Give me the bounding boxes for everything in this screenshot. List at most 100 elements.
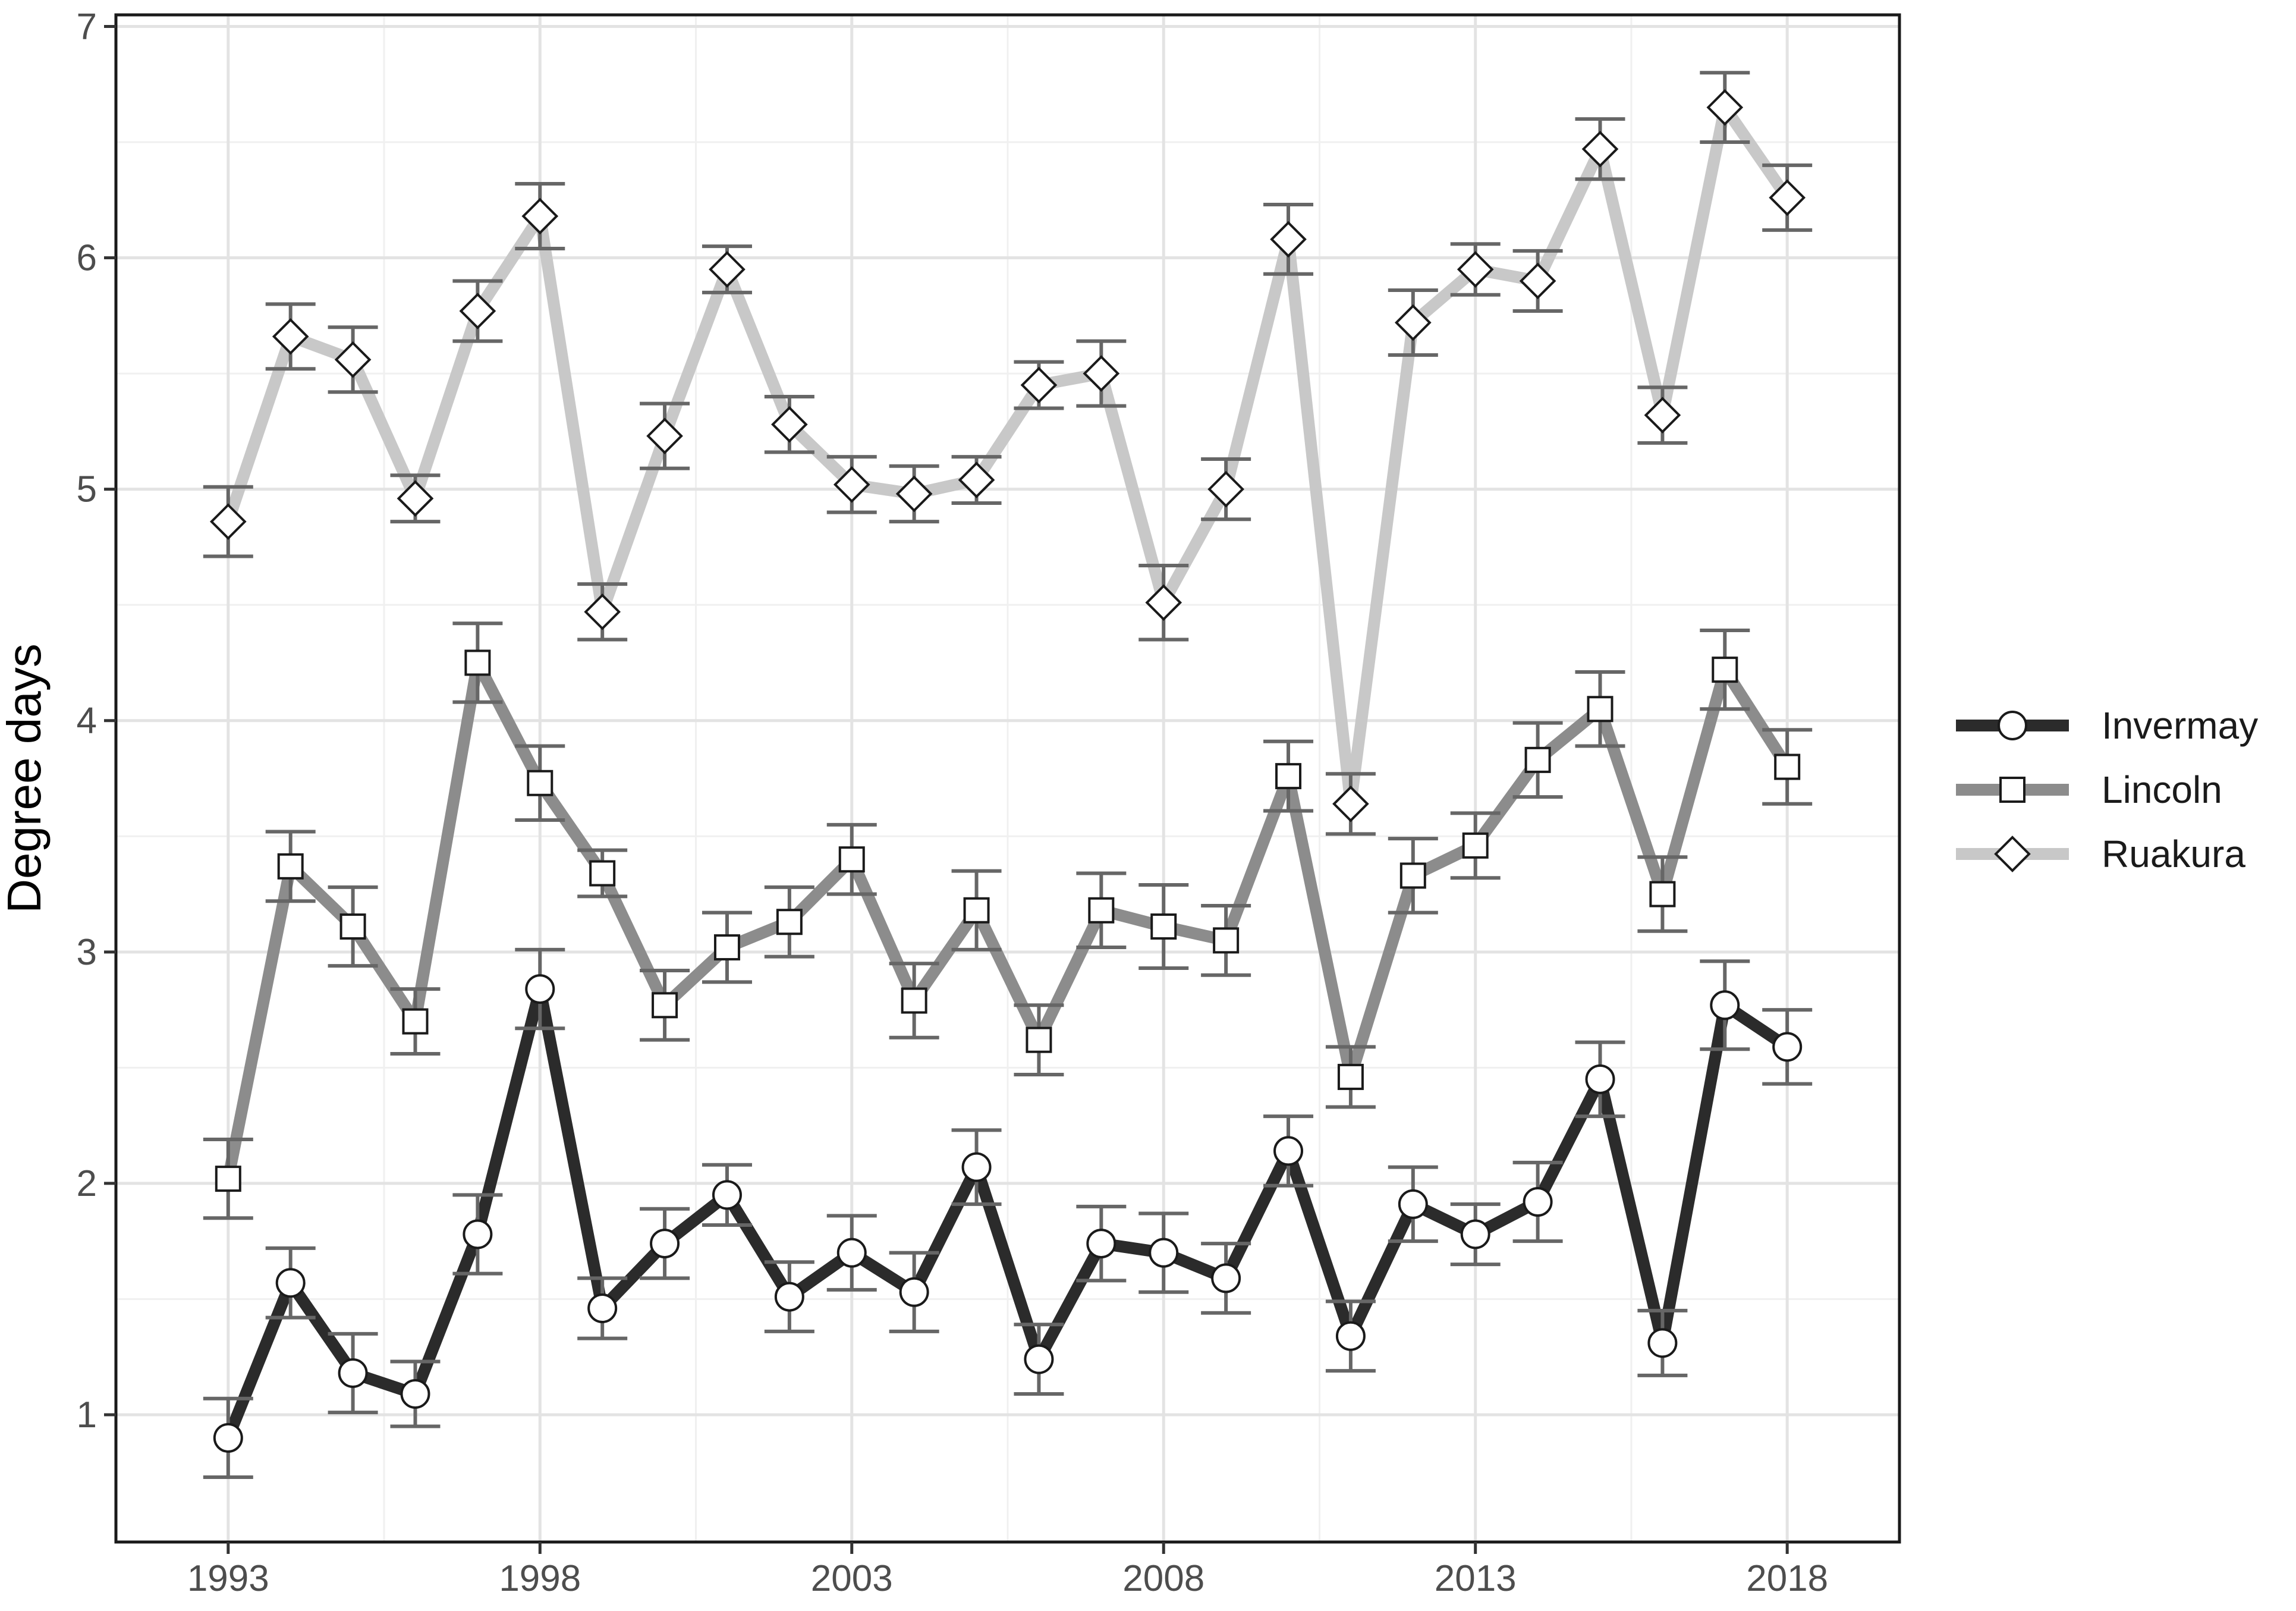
- data-point-ruakura: [1457, 251, 1494, 288]
- series-ruakura: [203, 71, 1813, 836]
- legend-item-lincoln: Lincoln: [1956, 768, 2222, 811]
- data-point-lincoln: [1213, 927, 1240, 954]
- y-axis-title: Degree days: [0, 643, 51, 913]
- data-point-invermay: [463, 1219, 493, 1249]
- legend-key-marker: [1998, 711, 2027, 740]
- data-point-ruakura: [1145, 584, 1182, 621]
- legend-key-marker: [1994, 836, 2031, 872]
- data-point-ruakura: [1769, 179, 1806, 216]
- legend: Invermay Lincoln Ruakura: [1956, 704, 2258, 875]
- data-point-ruakura: [1394, 304, 1432, 341]
- legend-label: Invermay: [2102, 704, 2258, 747]
- data-point-ruakura: [895, 475, 933, 513]
- data-point-ruakura: [1332, 785, 1369, 822]
- y-axis: 1 2 3 4 5 6 7: [77, 6, 116, 1436]
- data-point-invermay: [1523, 1187, 1553, 1217]
- data-point-ruakura: [1644, 397, 1681, 434]
- data-point-invermay: [275, 1268, 306, 1298]
- series-invermay: [203, 947, 1813, 1480]
- y-tick-label: 5: [77, 469, 97, 510]
- data-point-ruakura: [1706, 89, 1744, 126]
- data-point-invermay: [587, 1293, 618, 1324]
- data-point-lincoln: [1774, 753, 1801, 780]
- y-tick-label: 4: [77, 701, 97, 742]
- plot-border: [114, 13, 1901, 1544]
- data-point-invermay: [1024, 1344, 1054, 1374]
- x-axis: 1993 1998 2003 2008 2013 2018: [187, 1542, 1828, 1599]
- legend-item-invermay: Invermay: [1956, 704, 2258, 747]
- data-point-lincoln: [713, 934, 740, 961]
- data-point-lincoln: [1462, 832, 1489, 859]
- data-point-lincoln: [1150, 913, 1177, 940]
- data-point-ruakura: [833, 466, 870, 503]
- data-point-ruakura: [334, 341, 372, 378]
- data-point-ruakura: [1020, 366, 1058, 404]
- data-point-ruakura: [1083, 355, 1120, 392]
- data-point-lincoln: [277, 853, 304, 880]
- x-tick-label: 1998: [499, 1558, 581, 1599]
- x-tick-label: 2018: [1746, 1558, 1828, 1599]
- series-lincoln: [203, 621, 1813, 1220]
- data-point-ruakura: [1207, 470, 1244, 508]
- data-point-invermay: [1273, 1136, 1304, 1166]
- data-point-invermay: [1398, 1189, 1428, 1219]
- data-point-lincoln: [1088, 897, 1115, 924]
- data-point-ruakura: [771, 406, 808, 443]
- data-point-lincoln: [1026, 1026, 1052, 1053]
- data-point-lincoln: [339, 913, 366, 940]
- series-layer: [203, 71, 1813, 1480]
- data-point-lincoln: [1275, 763, 1302, 790]
- data-point-invermay: [1647, 1328, 1678, 1358]
- grid-minor: [116, 15, 1899, 1542]
- data-point-lincoln: [1337, 1063, 1364, 1090]
- legend-label: Lincoln: [2102, 768, 2222, 811]
- data-point-ruakura: [709, 251, 746, 288]
- data-point-invermay: [1086, 1229, 1116, 1259]
- data-point-ruakura: [209, 503, 247, 540]
- data-point-invermay: [1772, 1032, 1803, 1062]
- data-point-invermay: [1211, 1263, 1241, 1293]
- data-point-invermay: [899, 1277, 929, 1307]
- data-point-invermay: [1710, 990, 1740, 1020]
- data-point-lincoln: [589, 860, 616, 887]
- data-point-lincoln: [838, 846, 865, 873]
- y-tick-label: 2: [77, 1163, 97, 1204]
- data-point-invermay: [213, 1422, 243, 1453]
- data-point-invermay: [1335, 1321, 1366, 1351]
- data-point-lincoln: [963, 897, 990, 924]
- legend-item-ruakura: Ruakura: [1956, 833, 2245, 875]
- legend-label: Ruakura: [2102, 833, 2245, 875]
- data-point-invermay: [774, 1282, 804, 1312]
- data-point-lincoln: [1399, 862, 1426, 889]
- data-point-ruakura: [1519, 262, 1556, 300]
- grid-major: [116, 15, 1899, 1542]
- y-tick-label: 6: [77, 238, 97, 279]
- data-point-lincoln: [402, 1008, 429, 1035]
- legend-key-marker: [1999, 777, 2025, 803]
- data-point-lincoln: [901, 987, 927, 1014]
- data-point-ruakura: [397, 480, 434, 517]
- x-tick-label: 2003: [811, 1558, 893, 1599]
- data-point-invermay: [1460, 1219, 1490, 1249]
- data-point-ruakura: [272, 318, 309, 355]
- data-point-invermay: [836, 1238, 867, 1268]
- data-point-ruakura: [646, 417, 683, 454]
- data-point-lincoln: [1712, 657, 1738, 683]
- data-point-invermay: [1149, 1238, 1179, 1268]
- y-tick-label: 7: [77, 6, 97, 47]
- data-point-lincoln: [1524, 746, 1551, 773]
- x-tick-label: 1993: [187, 1558, 269, 1599]
- data-point-ruakura: [459, 293, 496, 329]
- series-line-lincoln: [222, 657, 1794, 1185]
- data-point-lincoln: [776, 909, 803, 935]
- data-point-invermay: [400, 1378, 430, 1409]
- data-point-ruakura: [1270, 221, 1307, 258]
- y-tick-label: 1: [77, 1395, 97, 1436]
- data-point-lincoln: [527, 770, 553, 796]
- data-point-invermay: [338, 1358, 368, 1388]
- data-point-ruakura: [584, 593, 621, 630]
- x-tick-label: 2013: [1435, 1558, 1517, 1599]
- data-point-ruakura: [1581, 130, 1619, 168]
- data-point-invermay: [1585, 1064, 1615, 1094]
